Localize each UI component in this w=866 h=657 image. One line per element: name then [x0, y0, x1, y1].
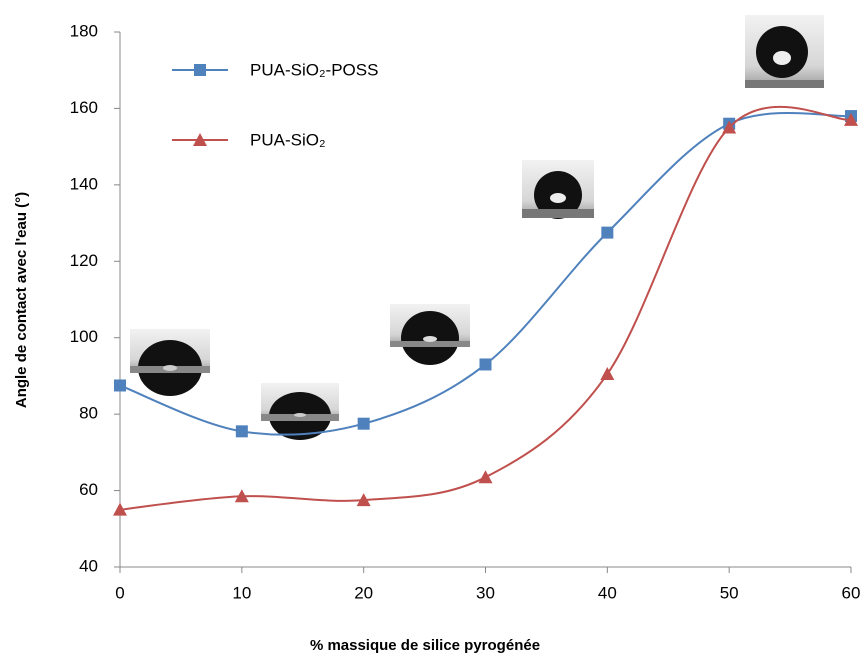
x-tick-label: 50: [720, 583, 739, 602]
marker: [844, 112, 858, 126]
marker: [193, 133, 207, 146]
x-tick-label: 60: [842, 583, 861, 602]
marker: [113, 502, 127, 516]
legend-label: PUA-SiO₂: [250, 130, 326, 149]
droplet-image: [261, 383, 339, 440]
marker: [194, 64, 206, 76]
marker: [235, 425, 248, 438]
marker: [600, 367, 615, 381]
marker: [722, 120, 737, 134]
marker: [357, 417, 370, 430]
marker: [114, 379, 126, 392]
series-line: [119, 111, 852, 436]
series-line: [119, 105, 852, 511]
droplet-image: [390, 304, 470, 365]
y-tick-label: 100: [70, 327, 98, 346]
y-tick-label: 120: [70, 251, 98, 270]
droplet-images: [130, 15, 824, 440]
y-tick-label: 80: [79, 404, 98, 423]
droplet-image: [522, 160, 594, 219]
y-tick-label: 160: [70, 98, 98, 117]
x-axis-title: % massique de silice pyrogénée: [310, 637, 540, 654]
x-tick-label: 20: [354, 583, 373, 602]
x-tick-label: 40: [598, 583, 617, 602]
legend-label: PUA-SiO₂-POSS: [250, 60, 378, 79]
droplet-image: [745, 15, 824, 88]
marker: [356, 493, 371, 507]
x-tick-label: 0: [115, 583, 124, 602]
y-tick-label: 60: [79, 480, 98, 499]
marker: [478, 470, 493, 484]
y-tick-label: 140: [70, 174, 98, 193]
marker: [601, 226, 614, 239]
x-tick-label: 30: [476, 583, 495, 602]
marker: [479, 358, 492, 371]
y-tick-label: 40: [79, 556, 98, 575]
y-axis-title: Angle de contact avec l'eau (°): [13, 192, 30, 408]
droplet-image: [130, 329, 210, 396]
marker: [234, 489, 249, 503]
y-tick-label: 180: [70, 21, 98, 40]
x-tick-label: 10: [232, 583, 251, 602]
